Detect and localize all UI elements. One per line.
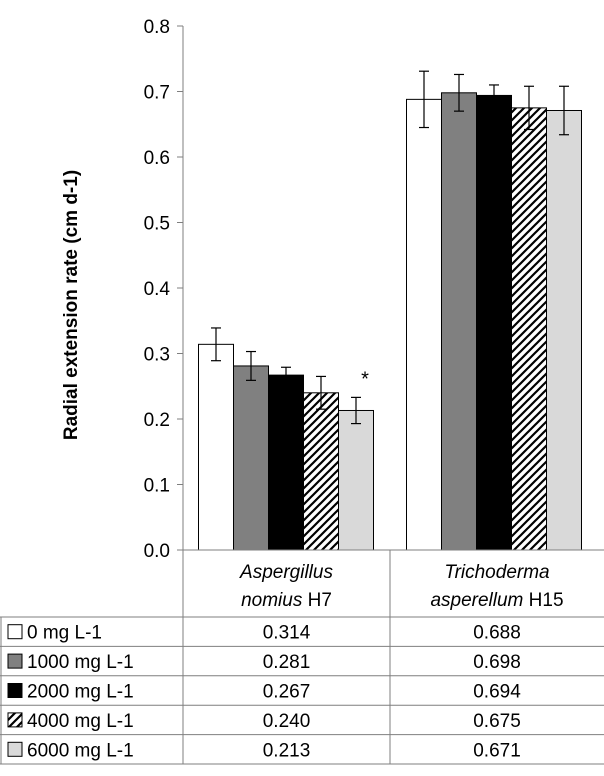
data-table: Aspergillus nomius H7 Trichoderma asperellu…	[0, 549, 604, 765]
bar	[476, 94, 512, 551]
category-label-suffix: H15	[523, 590, 563, 611]
table-value: 0.240	[263, 711, 311, 732]
y-tick-label: 0.2	[144, 410, 170, 431]
y-tick-label: 0.7	[144, 83, 170, 104]
error-bar	[454, 73, 464, 112]
legend-entry: 1000 mg L-1	[27, 652, 134, 673]
error-bar	[419, 70, 429, 129]
category-label: asperellum H15	[430, 590, 563, 611]
category-label-italic: nomius	[241, 590, 303, 611]
legend-key	[7, 624, 23, 640]
y-tick-label: 0.3	[144, 345, 170, 366]
bar	[511, 107, 547, 551]
bar	[198, 343, 234, 551]
error-bar	[281, 366, 291, 384]
table-value: 0.314	[263, 623, 311, 644]
y-axis-label: Radial extension rate (cm d-1)	[61, 170, 82, 440]
bar	[441, 92, 477, 551]
error-bar	[351, 396, 361, 425]
legend-key	[7, 683, 23, 698]
category-label: Trichoderma	[444, 562, 549, 583]
table-value: 0.671	[473, 740, 521, 761]
category-label: Aspergillus	[239, 562, 333, 583]
error-bar	[524, 85, 534, 131]
legend-entry: 6000 mg L-1	[27, 740, 134, 761]
significance-asterisk: *	[361, 368, 369, 390]
bar	[303, 392, 339, 551]
y-axis: 0.0 0.1 0.2 0.3 0.4 0.5 0.6 0.7 0.8	[144, 17, 184, 562]
table-value: 0.698	[473, 652, 521, 673]
bar	[338, 409, 374, 551]
legend-entry: 2000 mg L-1	[27, 682, 134, 703]
bar	[406, 98, 442, 551]
category-label-suffix: H7	[302, 590, 332, 611]
bars-layer	[198, 92, 582, 551]
table-value: 0.688	[473, 623, 521, 644]
legend-entry: 0 mg L-1	[27, 623, 102, 644]
error-bar	[559, 85, 569, 136]
y-tick-label: 0.6	[144, 148, 170, 169]
legend-key	[7, 741, 23, 757]
category-label: nomius H7	[241, 590, 332, 611]
table-value: 0.281	[263, 652, 311, 673]
error-bars-layer	[211, 70, 569, 425]
error-bar	[489, 84, 499, 107]
y-tick-label: 0.8	[144, 17, 170, 38]
bar	[268, 374, 304, 551]
y-tick-label: 0.0	[144, 541, 170, 562]
error-bar	[316, 375, 326, 410]
bar	[546, 109, 582, 551]
category-label-italic: asperellum	[430, 590, 523, 611]
legend-key	[7, 712, 23, 728]
error-bar	[211, 327, 221, 362]
bar	[233, 365, 269, 551]
table-value: 0.213	[263, 740, 311, 761]
legend-entry: 4000 mg L-1	[27, 711, 134, 732]
table-value: 0.267	[263, 682, 311, 703]
y-tick-label: 0.5	[144, 214, 170, 235]
annotations-layer: *	[361, 368, 369, 390]
error-bar	[246, 350, 256, 381]
table-value: 0.675	[473, 711, 521, 732]
y-tick-label: 0.1	[144, 476, 170, 497]
y-tick-label: 0.4	[144, 279, 171, 300]
legend-key	[7, 653, 23, 669]
table-value: 0.694	[473, 682, 521, 703]
